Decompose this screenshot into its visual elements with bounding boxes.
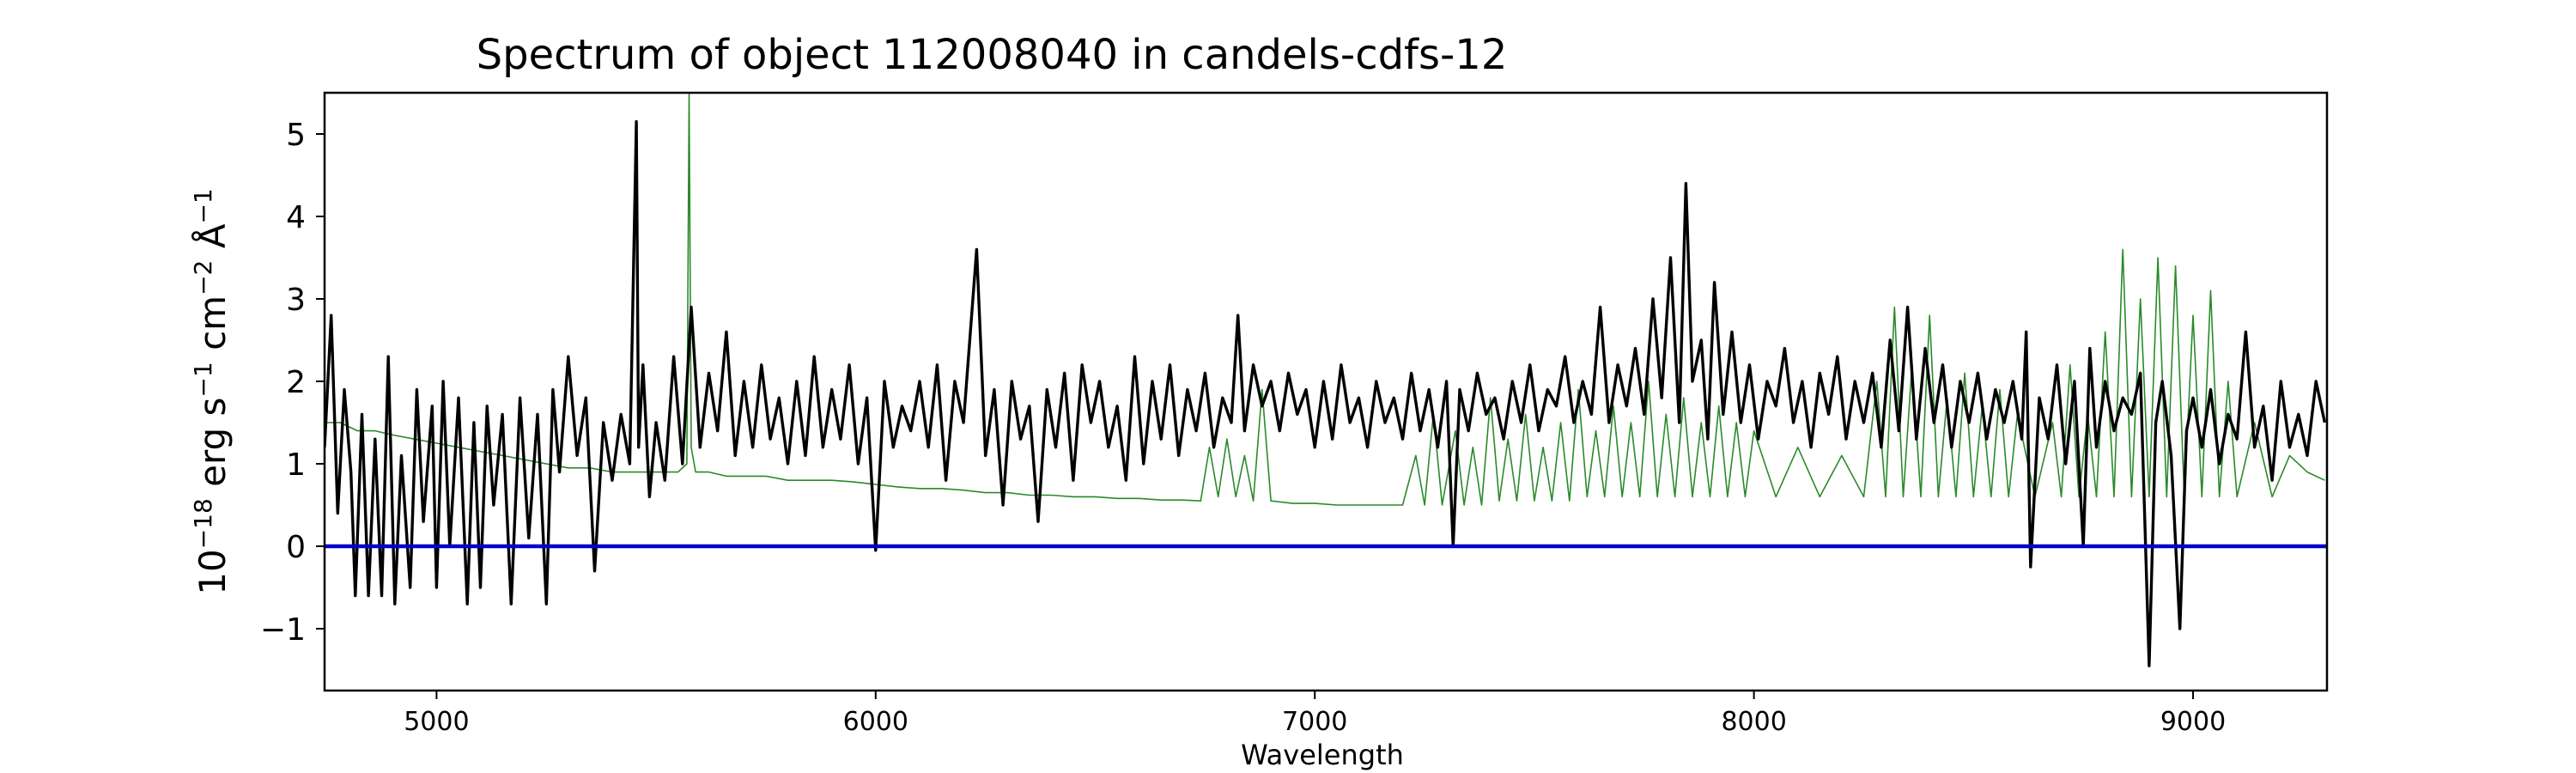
x-axis-label: Wavelength — [1241, 739, 1404, 771]
y-axis-label: 10−18 erg s−1 cm−2 Å−1 — [189, 188, 234, 594]
y-axis-label-unit-1-exp: −1 — [189, 362, 217, 397]
x-tick-label: 6000 — [843, 707, 908, 737]
y-axis-label-unit-1: erg s — [191, 398, 234, 499]
y-axis-label-exp: −18 — [189, 498, 217, 549]
y-axis-label-unit-2-exp: −2 — [189, 260, 217, 295]
y-tick-label: −1 — [260, 612, 306, 648]
plot-frame — [323, 91, 2329, 692]
x-tick-label: 8000 — [1721, 707, 1786, 737]
y-axis-label-unit-2: cm — [191, 295, 234, 362]
y-axis-label-unit-3: Å — [191, 223, 234, 259]
y-tick-label: 2 — [286, 365, 306, 400]
x-tick-label: 5000 — [404, 707, 469, 737]
plot-area — [325, 93, 2327, 667]
y-tick-label: 1 — [286, 447, 306, 483]
y-axis-label-unit-3-exp: −1 — [189, 188, 217, 223]
flux-series-line — [325, 119, 2327, 667]
y-tick-label: 3 — [286, 283, 306, 318]
error-series-line — [325, 93, 2325, 506]
y-axis-label-base: 10 — [191, 549, 234, 594]
x-tick-label: 7000 — [1282, 707, 1347, 737]
x-tick-label: 9000 — [2160, 707, 2226, 737]
chart-title: Spectrum of object 112008040 in candels-… — [477, 31, 1508, 79]
y-tick-label: 0 — [286, 530, 306, 565]
y-tick-label: 4 — [286, 200, 306, 235]
y-tick-label: 5 — [286, 118, 306, 153]
